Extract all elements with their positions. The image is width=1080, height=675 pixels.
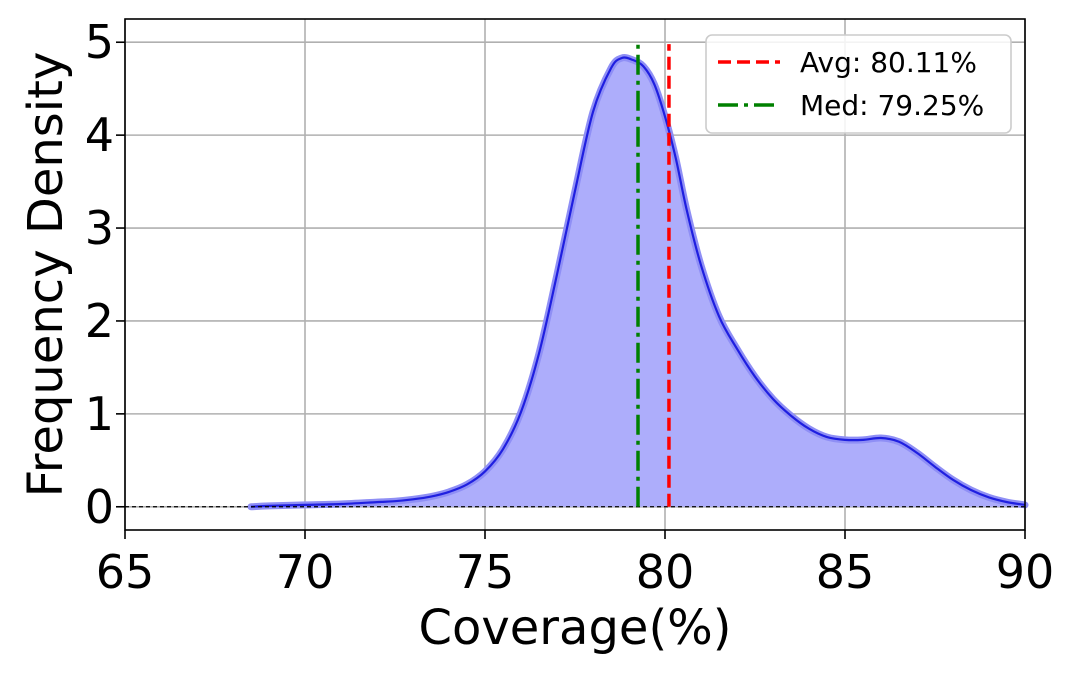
x-tick-label: 80 bbox=[636, 545, 695, 599]
legend-label: Avg: 80.11% bbox=[800, 46, 977, 79]
y-tick-label: 1 bbox=[85, 387, 114, 441]
legend-box bbox=[705, 34, 1012, 134]
plot-frame bbox=[124, 18, 1026, 531]
x-axis-label: Coverage(%) bbox=[418, 600, 731, 656]
plot-area bbox=[125, 44, 1029, 511]
x-tick-label: 65 bbox=[96, 545, 155, 599]
y-tick-label: 2 bbox=[85, 294, 114, 348]
y-tick-label: 4 bbox=[85, 108, 114, 162]
density-line bbox=[250, 56, 1026, 508]
x-tick-label: 90 bbox=[996, 545, 1055, 599]
y-tick-label: 0 bbox=[85, 480, 114, 534]
x-tick-label: 85 bbox=[816, 545, 875, 599]
y-tick-label: 3 bbox=[85, 201, 114, 255]
y-axis-label: Frequency Density bbox=[18, 52, 74, 498]
y-tick-label: 5 bbox=[85, 15, 114, 69]
x-tick-label: 70 bbox=[276, 545, 335, 599]
legend-label: Med: 79.25% bbox=[800, 89, 984, 122]
axis-ticks: 65 70 75 80 85 90 0 1 2 3 4 5 bbox=[85, 15, 1055, 599]
x-tick-label: 75 bbox=[456, 545, 515, 599]
legend: Avg: 80.11% Med: 79.25% bbox=[705, 34, 1012, 134]
